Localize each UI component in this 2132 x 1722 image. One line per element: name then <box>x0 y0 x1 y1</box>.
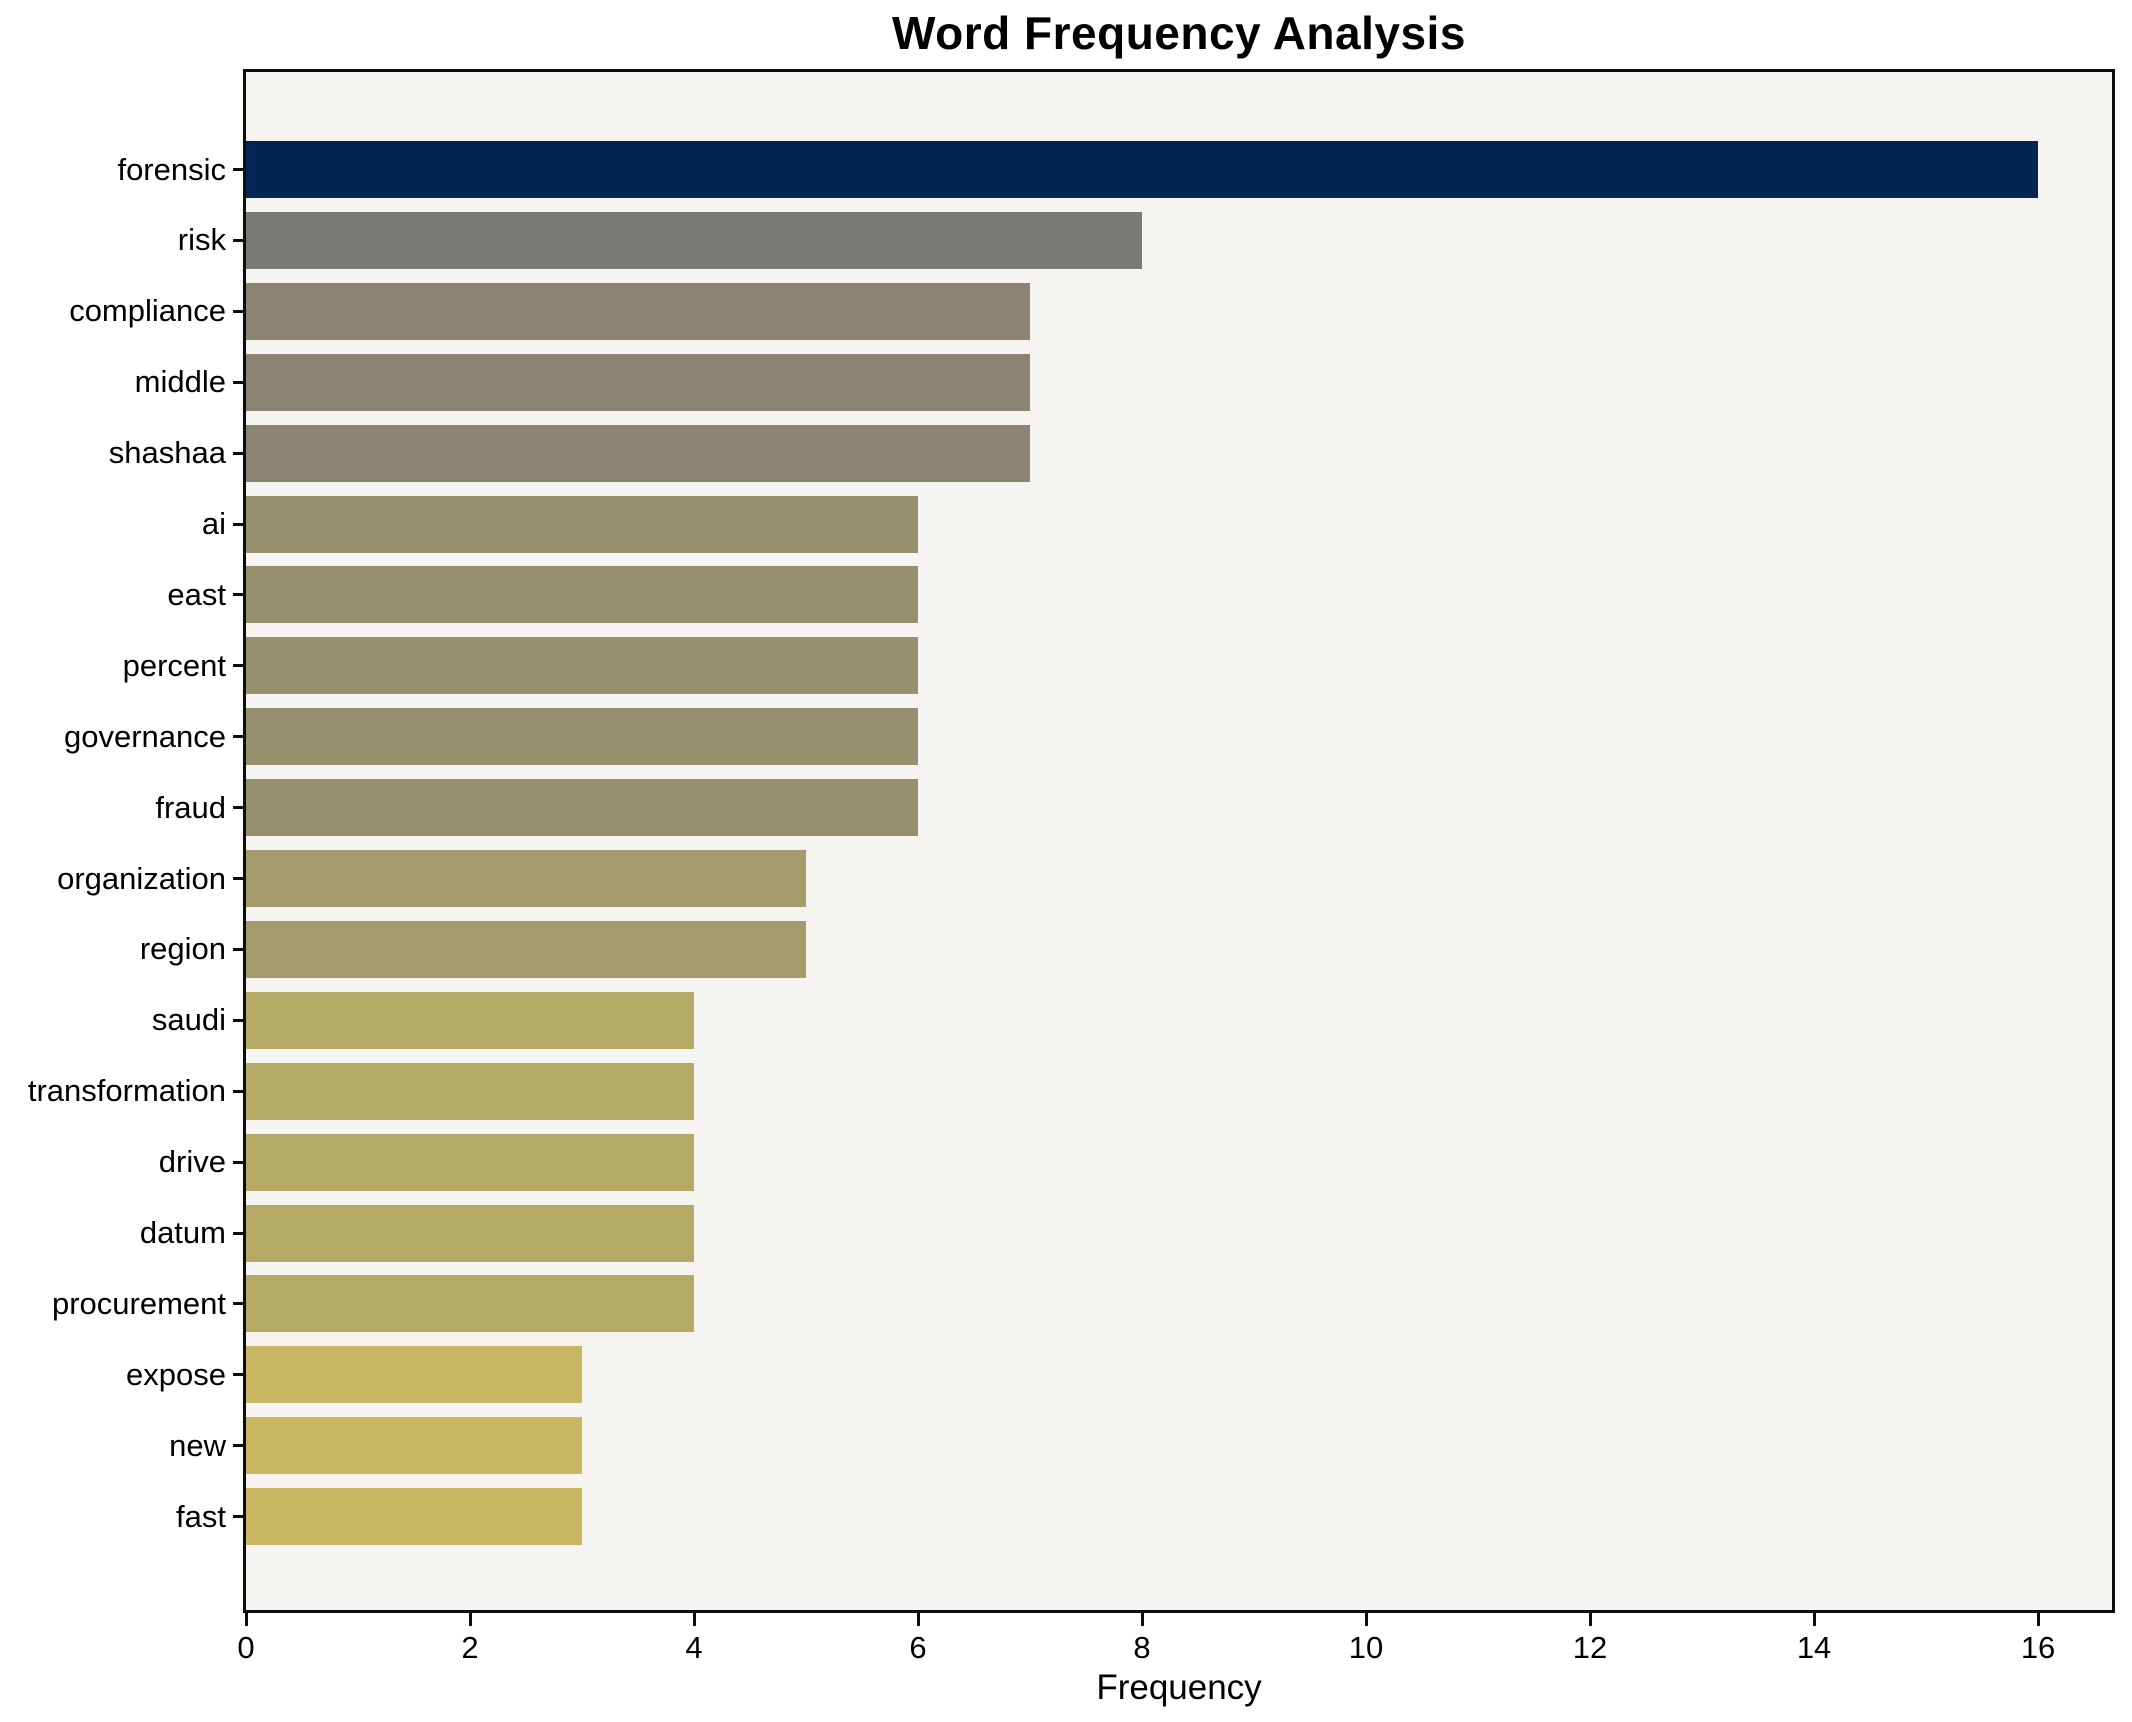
y-tick-middle <box>233 380 245 384</box>
bar-procurement <box>246 1275 695 1333</box>
bar-drive <box>246 1133 695 1191</box>
x-tick-4 <box>692 1613 696 1626</box>
x-tick-label-12: 12 <box>1572 1630 1608 1665</box>
x-tick-6 <box>916 1613 920 1626</box>
bar-percent <box>246 637 919 695</box>
y-label-governance: governance <box>63 718 226 754</box>
y-label-saudi: saudi <box>151 1002 226 1038</box>
x-tick-label-8: 8 <box>1133 1630 1151 1665</box>
y-tick-procurement <box>233 1302 245 1306</box>
y-tick-fraud <box>233 806 245 810</box>
x-tick-16 <box>2036 1613 2040 1626</box>
bar-east <box>246 566 919 624</box>
y-tick-region <box>233 947 245 951</box>
chart-title: Word Frequency Analysis <box>892 7 1466 59</box>
y-tick-drive <box>233 1160 245 1164</box>
y-label-forensic: forensic <box>117 151 226 187</box>
x-axis-label: Frequency <box>1096 1668 1262 1707</box>
y-label-shashaa: shashaa <box>108 435 226 471</box>
x-tick-label-10: 10 <box>1348 1630 1384 1665</box>
y-tick-forensic <box>233 168 245 171</box>
bar-fraud <box>246 779 919 837</box>
y-tick-percent <box>233 664 245 668</box>
y-tick-new <box>233 1444 245 1448</box>
x-tick-14 <box>1812 1613 1816 1626</box>
y-tick-compliance <box>233 309 245 313</box>
y-label-datum: datum <box>139 1215 226 1250</box>
x-tick-label-0: 0 <box>237 1630 255 1665</box>
y-tick-shashaa <box>233 451 245 455</box>
x-tick-label-14: 14 <box>1796 1630 1832 1665</box>
y-label-compliance: compliance <box>69 293 226 329</box>
bar-governance <box>246 708 919 766</box>
y-label-percent: percent <box>122 647 226 683</box>
x-tick-label-16: 16 <box>2020 1630 2056 1665</box>
y-label-risk: risk <box>177 222 226 258</box>
bar-ai <box>246 495 919 553</box>
bar-fast <box>246 1488 582 1546</box>
bar-middle <box>246 353 1031 411</box>
bar-shashaa <box>246 424 1031 482</box>
y-label-middle: middle <box>134 364 226 400</box>
bar-expose <box>246 1346 582 1404</box>
y-tick-transformation <box>233 1089 245 1093</box>
y-tick-organization <box>233 877 245 880</box>
bar-forensic <box>246 141 2039 198</box>
y-label-ai: ai <box>201 506 226 541</box>
y-tick-fast <box>233 1515 245 1519</box>
y-label-fast: fast <box>176 1498 226 1534</box>
y-label-procurement: procurement <box>51 1285 226 1321</box>
bar-new <box>246 1417 582 1475</box>
y-label-transformation: transformation <box>27 1073 226 1109</box>
x-tick-label-2: 2 <box>461 1630 479 1665</box>
bar-organization <box>246 850 807 907</box>
y-label-drive: drive <box>158 1144 226 1180</box>
y-label-organization: organization <box>57 860 226 896</box>
y-tick-east <box>233 593 245 597</box>
y-label-new: new <box>169 1427 226 1463</box>
x-tick-12 <box>1588 1613 1592 1626</box>
y-tick-risk <box>233 238 245 242</box>
bar-transformation <box>246 1062 695 1120</box>
x-tick-10 <box>1364 1613 1368 1626</box>
x-tick-label-4: 4 <box>685 1630 703 1665</box>
bar-risk <box>246 211 1143 269</box>
y-tick-saudi <box>233 1018 245 1022</box>
x-tick-0 <box>244 1613 248 1626</box>
y-tick-ai <box>233 522 245 526</box>
y-label-expose: expose <box>126 1356 226 1392</box>
plot-area <box>243 69 2115 1613</box>
bar-datum <box>246 1204 695 1262</box>
x-tick-2 <box>468 1613 472 1626</box>
y-label-region: region <box>139 931 226 967</box>
bar-compliance <box>246 282 1031 340</box>
y-tick-governance <box>233 735 245 739</box>
y-tick-expose <box>233 1373 245 1377</box>
y-label-east: east <box>167 576 226 612</box>
y-tick-datum <box>233 1231 245 1235</box>
x-tick-label-6: 6 <box>909 1630 927 1665</box>
y-label-fraud: fraud <box>155 789 226 825</box>
bar-region <box>246 920 807 978</box>
bar-saudi <box>246 991 695 1049</box>
x-tick-8 <box>1140 1613 1144 1626</box>
